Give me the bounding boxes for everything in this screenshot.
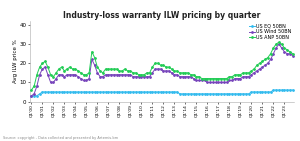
US ANP 50BN — [142, 74, 146, 76]
Line: US ANP 50BN: US ANP 50BN — [30, 41, 294, 91]
US EQ 50BN — [65, 91, 69, 93]
US Wind 50BN — [170, 72, 173, 74]
US EQ 50BN — [104, 91, 107, 93]
Title: Industry-loss warranty ILW pricing by quarter: Industry-loss warranty ILW pricing by qu… — [63, 11, 261, 20]
Legend: US EQ 50BN, US Wind 50BN, US ANP 50BN: US EQ 50BN, US Wind 50BN, US ANP 50BN — [249, 24, 292, 40]
Y-axis label: Avg ILW price %: Avg ILW price % — [13, 39, 18, 83]
Line: US Wind 50BN: US Wind 50BN — [30, 43, 294, 97]
US ANP 50BN — [170, 68, 173, 70]
US ANP 50BN — [269, 53, 272, 55]
US Wind 50BN — [142, 76, 146, 78]
Text: Source: copyright - Data collected and presented by Artemis.bm: Source: copyright - Data collected and p… — [3, 136, 118, 140]
US Wind 50BN — [269, 59, 272, 60]
US ANP 50BN — [291, 53, 294, 55]
US EQ 50BN — [142, 91, 146, 93]
US EQ 50BN — [170, 91, 173, 93]
US Wind 50BN — [291, 55, 294, 56]
US EQ 50BN — [291, 89, 294, 91]
US ANP 50BN — [65, 68, 69, 70]
US Wind 50BN — [30, 95, 33, 97]
US Wind 50BN — [104, 74, 107, 76]
US Wind 50BN — [65, 74, 69, 76]
US EQ 50BN — [30, 95, 33, 97]
US EQ 50BN — [272, 89, 275, 91]
Line: US EQ 50BN: US EQ 50BN — [30, 89, 294, 97]
US ANP 50BN — [162, 64, 165, 66]
US ANP 50BN — [277, 41, 281, 43]
US EQ 50BN — [269, 91, 272, 93]
US EQ 50BN — [162, 91, 165, 93]
US ANP 50BN — [104, 68, 107, 70]
US Wind 50BN — [277, 43, 281, 45]
US Wind 50BN — [162, 70, 165, 72]
US ANP 50BN — [30, 89, 33, 91]
